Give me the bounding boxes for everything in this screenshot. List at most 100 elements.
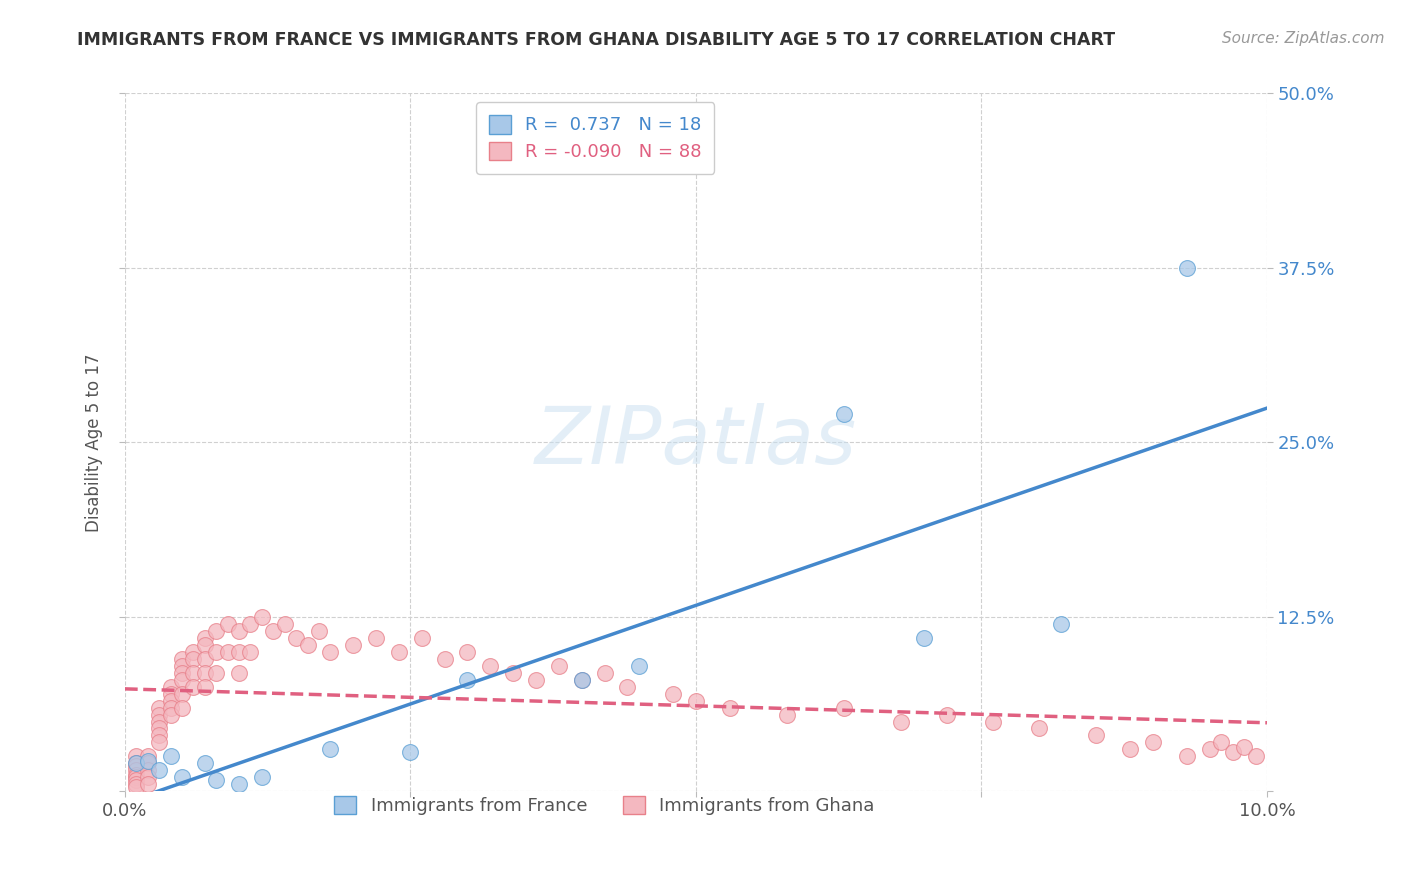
Text: IMMIGRANTS FROM FRANCE VS IMMIGRANTS FROM GHANA DISABILITY AGE 5 TO 17 CORRELATI: IMMIGRANTS FROM FRANCE VS IMMIGRANTS FRO… [77,31,1115,49]
Point [1142,735,1164,749]
Point [479,658,502,673]
Point [547,658,569,673]
Point [274,616,297,631]
Point [456,673,478,687]
Point [981,714,1004,729]
Point [297,638,319,652]
Point [136,777,159,791]
Point [148,722,170,736]
Point [125,764,148,778]
Point [148,707,170,722]
Point [170,651,193,665]
Point [183,651,205,665]
Point [194,665,217,680]
Point [170,665,193,680]
Point [125,756,148,771]
Point [217,616,239,631]
Point [170,658,193,673]
Point [136,764,159,778]
Point [1222,745,1244,759]
Point [834,408,856,422]
Point [136,756,159,771]
Point [319,645,342,659]
Point [718,700,741,714]
Point [170,673,193,687]
Point [1050,616,1073,631]
Point [148,735,170,749]
Point [388,645,411,659]
Point [205,773,228,788]
Point [205,645,228,659]
Point [662,687,685,701]
Point [183,665,205,680]
Point [1119,742,1142,756]
Point [194,756,217,771]
Point [342,638,364,652]
Point [136,770,159,784]
Point [250,609,273,624]
Point [136,749,159,764]
Point [136,754,159,768]
Point [183,645,205,659]
Point [125,756,148,771]
Point [228,665,250,680]
Point [125,770,148,784]
Point [205,624,228,638]
Point [170,700,193,714]
Point [502,665,524,680]
Point [194,680,217,694]
Point [262,624,284,638]
Point [685,693,707,707]
Point [159,749,181,764]
Point [159,680,181,694]
Point [319,742,342,756]
Point [1028,722,1050,736]
Point [217,645,239,659]
Point [524,673,547,687]
Point [308,624,330,638]
Point [399,745,422,759]
Legend: Immigrants from France, Immigrants from Ghana: Immigrants from France, Immigrants from … [325,787,883,824]
Point [159,707,181,722]
Point [194,651,217,665]
Point [571,673,593,687]
Point [159,700,181,714]
Text: Source: ZipAtlas.com: Source: ZipAtlas.com [1222,31,1385,46]
Point [170,687,193,701]
Text: ZIPatlas: ZIPatlas [534,403,858,482]
Point [912,631,935,645]
Point [125,777,148,791]
Point [1233,739,1256,754]
Point [433,651,456,665]
Point [228,777,250,791]
Point [1244,749,1267,764]
Point [285,631,308,645]
Point [125,749,148,764]
Point [228,645,250,659]
Point [1198,742,1220,756]
Point [228,624,250,638]
Point [148,729,170,743]
Point [593,665,616,680]
Point [1211,735,1233,749]
Point [1084,729,1107,743]
Point [170,770,193,784]
Point [834,700,856,714]
Point [159,687,181,701]
Point [364,631,387,645]
Point [148,714,170,729]
Point [890,714,912,729]
Point [776,707,799,722]
Point [125,759,148,773]
Point [250,770,273,784]
Point [239,616,262,631]
Point [194,631,217,645]
Point [239,645,262,659]
Point [205,665,228,680]
Point [194,638,217,652]
Y-axis label: Disability Age 5 to 17: Disability Age 5 to 17 [86,353,103,532]
Point [125,767,148,781]
Point [148,764,170,778]
Point [1175,260,1198,275]
Point [456,645,478,659]
